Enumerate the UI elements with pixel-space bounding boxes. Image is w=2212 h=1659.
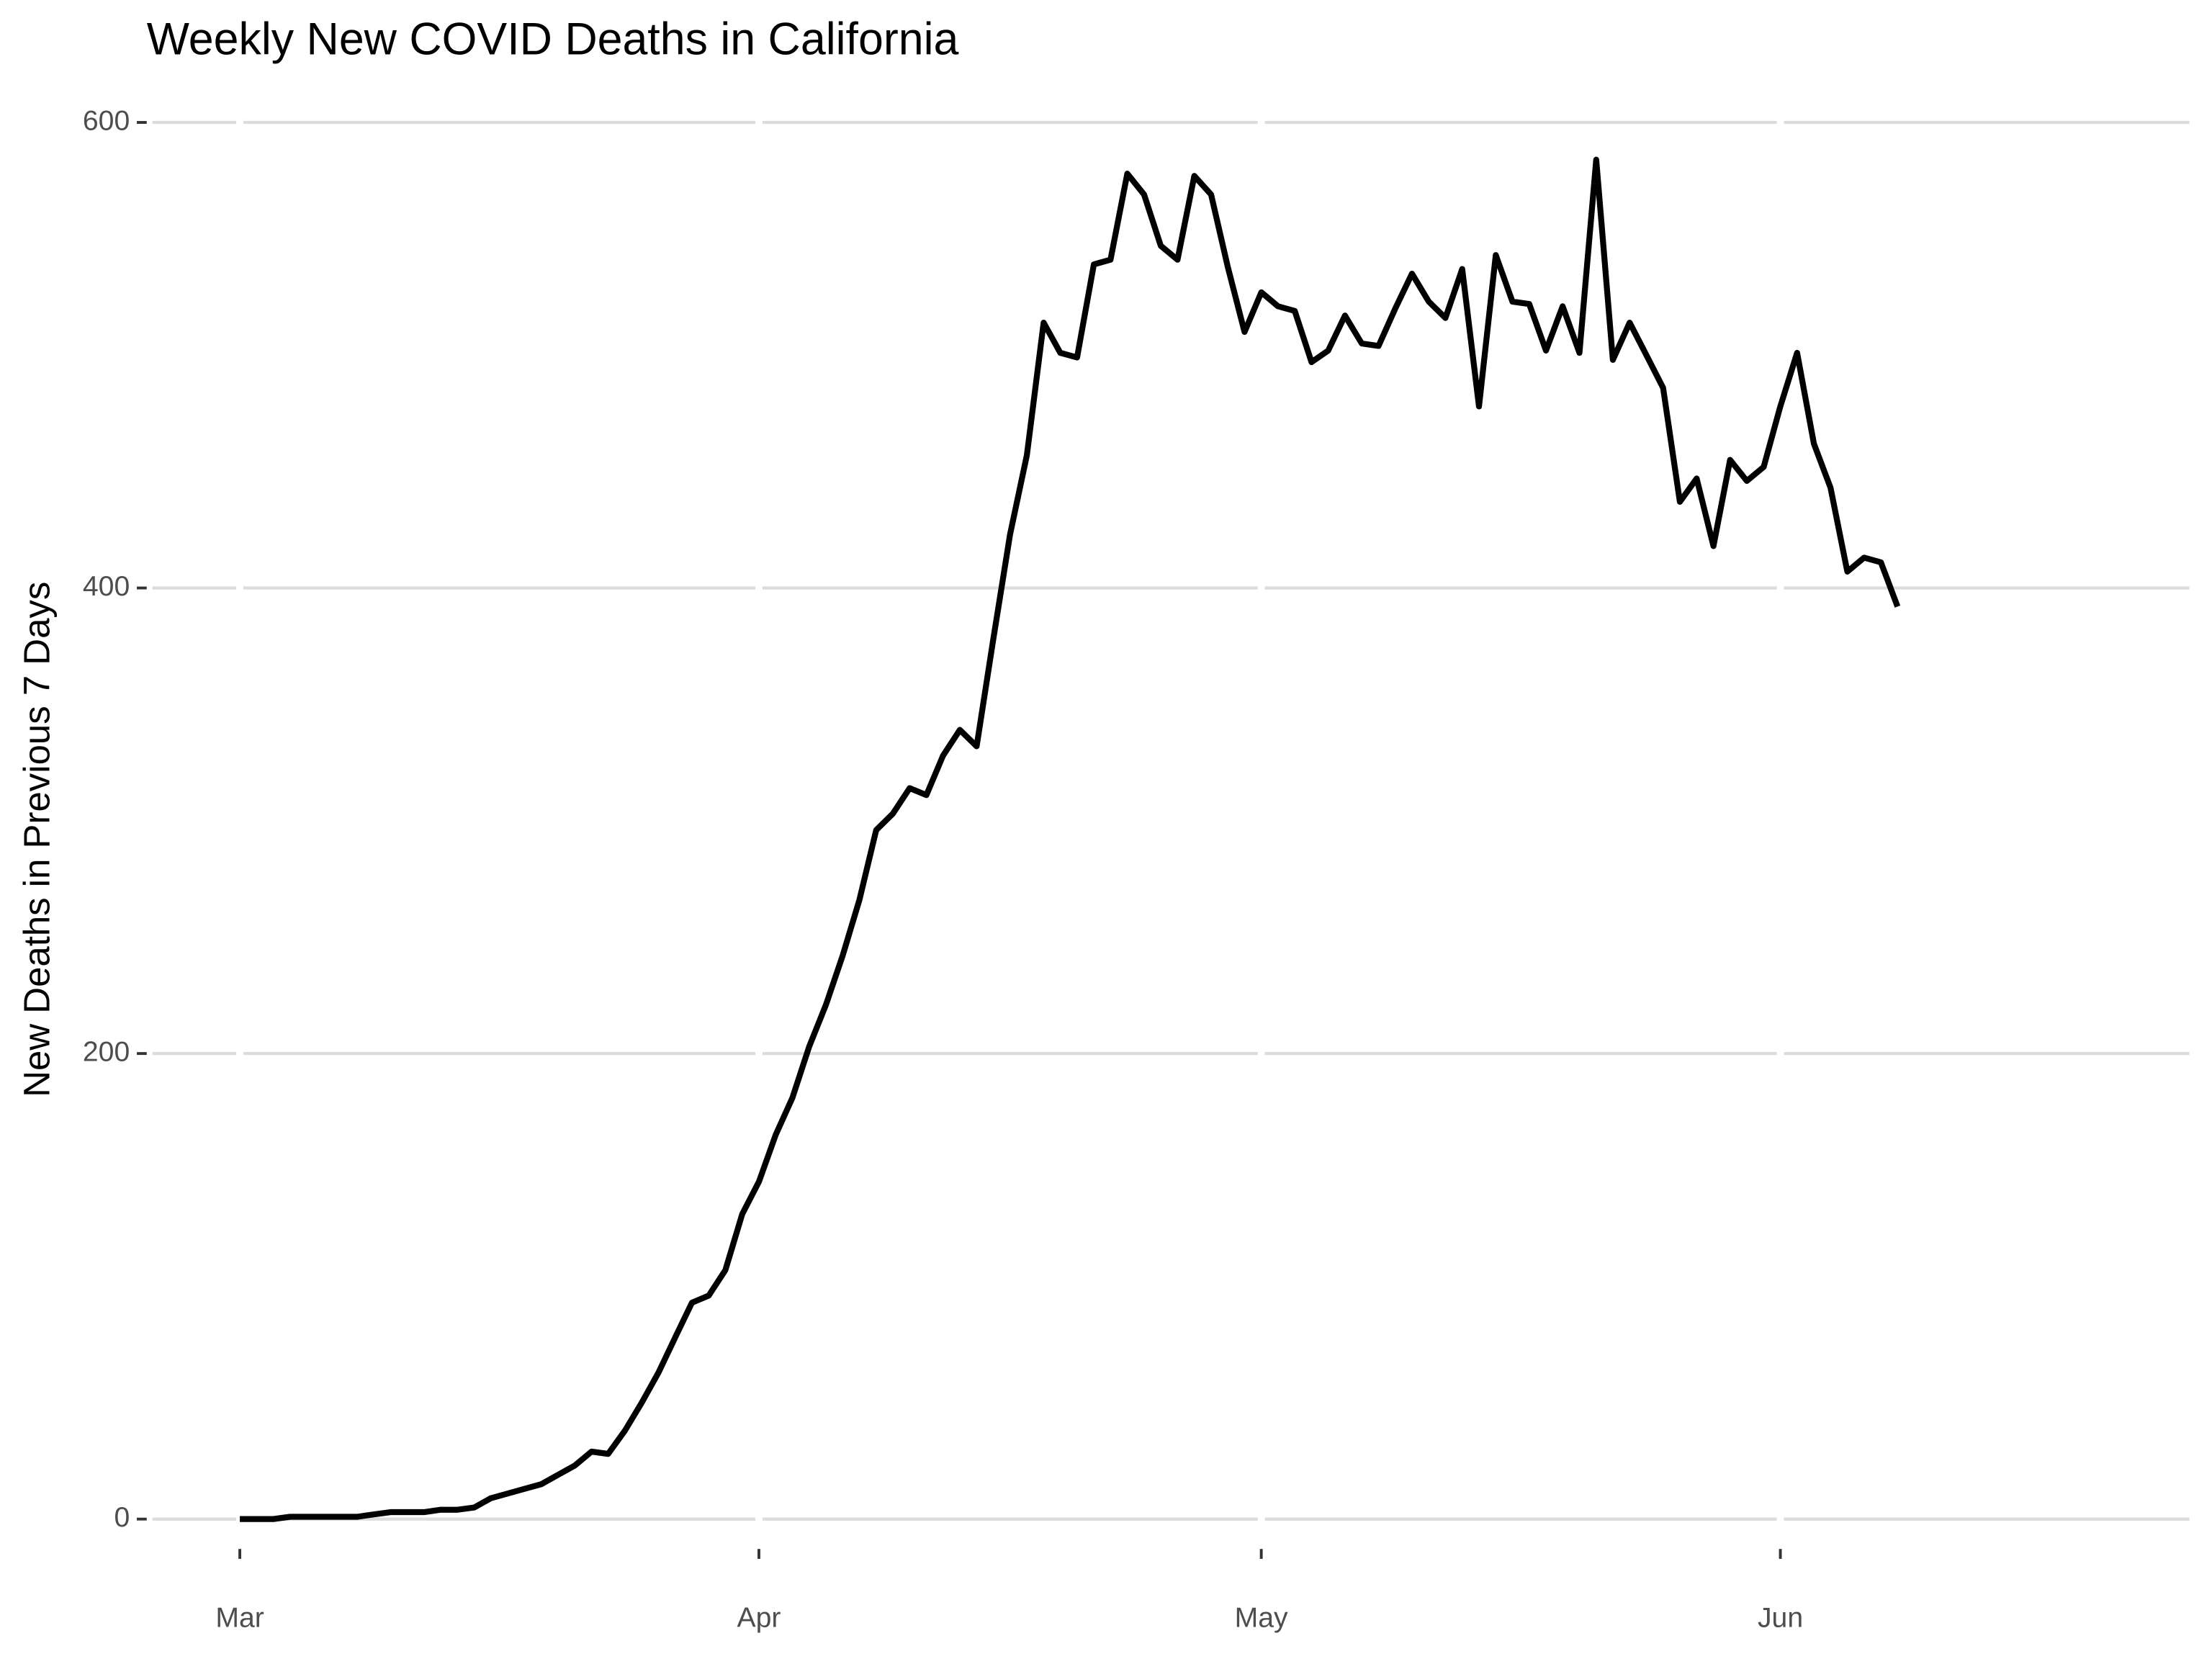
y-axis-label: New Deaths in Previous 7 Days (16, 582, 57, 1097)
chart-title: Weekly New COVID Deaths in California (147, 14, 959, 64)
x-tick-label: Jun (1758, 1602, 1803, 1633)
x-tick-label: May (1235, 1602, 1288, 1633)
y-tick-label: 0 (114, 1502, 130, 1533)
x-tick-label: Apr (737, 1602, 781, 1633)
x-tick-label: Mar (215, 1602, 264, 1633)
y-tick-label: 600 (83, 105, 130, 136)
y-tick-label: 400 (83, 571, 130, 602)
line-series (240, 156, 1901, 1522)
y-tick-label: 200 (83, 1036, 130, 1067)
